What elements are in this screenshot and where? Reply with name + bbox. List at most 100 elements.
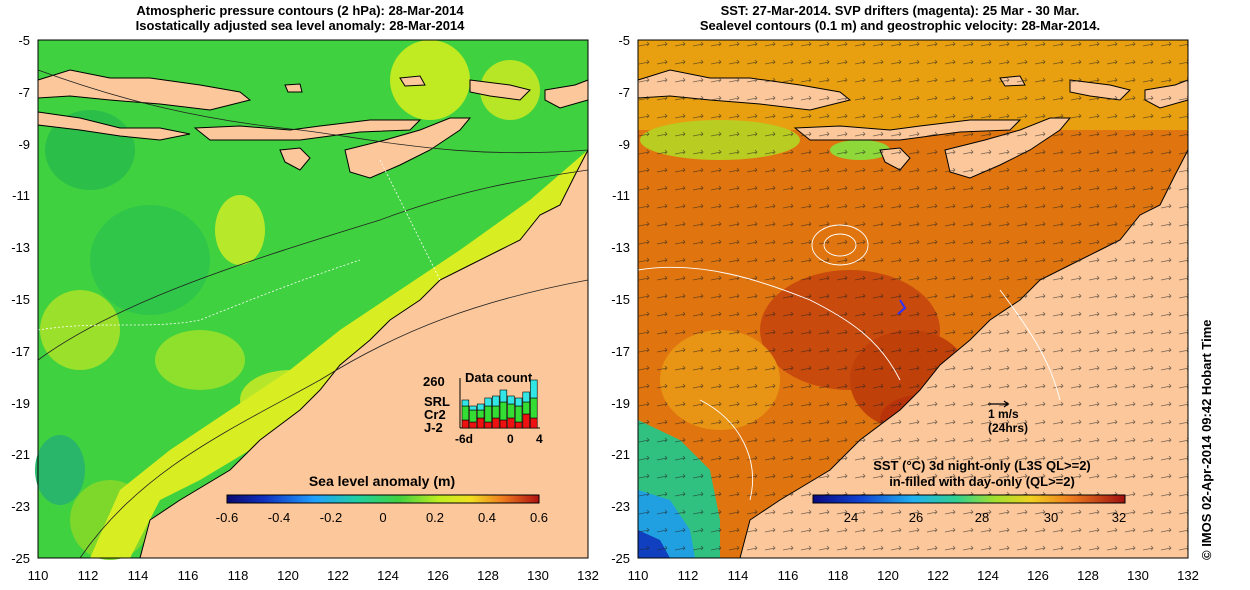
inset-bar [469,421,477,429]
lon-label: 114 [128,568,149,583]
inset-legend-j2: J-2 [424,420,443,435]
inset-bar [469,409,477,423]
lat-label: -17 [11,344,30,359]
sla-colorbar-tick: 0.6 [530,510,548,525]
lat-label: -23 [11,499,30,514]
sst-panel: SST: 27-Mar-2014. SVP drifters (magenta)… [600,0,1200,590]
sla-y-axis: -5 -7 -9 -11 -13 -15 -17 -19 -21 -23 -25 [11,33,30,566]
sst-velocity-field [638,40,1188,558]
lat-label: -11 [12,188,30,203]
lon-label: 126 [1027,568,1049,583]
sla-colorbar-tick: 0 [379,510,386,525]
sst-colorbar-tick: 26 [909,510,923,525]
sst-y-axis: -5 -7 -9 -11 -13 -15 -17 -19 -21 -23 -25 [611,33,630,566]
inset-bar [530,379,538,399]
sla-colorbar-gradient [226,494,540,504]
drifter-track [897,299,907,315]
sla-colorbar-tick: -0.2 [320,510,342,525]
lon-label: 116 [778,568,799,583]
lon-label: 112 [678,568,699,583]
lat-label: -5 [18,33,30,48]
inset-bar [469,405,477,411]
right-title-line2: Sealevel contours (0.1 m) and geostrophi… [699,18,1101,33]
inset-xlabel: 0 [507,432,514,446]
sst-map: -5 -7 -9 -11 -13 -15 -17 -19 -21 -23 -25… [611,33,1199,583]
velocity-scale: 1 m/s (24hrs) [988,400,1028,435]
sla-colorbar-tick: -0.4 [268,510,290,525]
inset-bar [476,409,485,419]
lon-label: 130 [1127,568,1149,583]
lat-label: -19 [611,396,630,411]
left-title-line2: Isostatically adjusted sea level anomaly… [135,18,465,33]
inset-bar [476,417,485,429]
sea-level-anomaly-panel: Atmospheric pressure contours (2 hPa): 2… [0,0,600,590]
inset-bar [514,405,523,423]
inset-bars [461,379,538,429]
lat-label: -13 [11,240,30,255]
sla-colorbar-tick: 0.4 [478,510,496,525]
lat-label: -9 [18,137,30,152]
scale-arrow-icon [988,400,1009,408]
sla-colorbar: Sea level anomaly (m) -0.6 -0.4 -0.2 0 0… [216,473,548,525]
inset-bar [461,399,470,407]
inset-bar [499,401,508,421]
lat-label: -15 [611,292,630,307]
imos-credit: © IMOS 02-Apr-2014 09:42 Hobart Time [1199,319,1214,560]
lon-label: 114 [728,568,749,583]
sst-colorbar-tick: 30 [1044,510,1058,525]
lon-label: 110 [28,568,49,583]
scale-sub: (24hrs) [988,421,1028,435]
sst-colorbar-tick: 28 [975,510,989,525]
lon-label: 120 [277,568,299,583]
inset-bar [514,397,523,407]
sla-map: -5 -7 -9 -11 -13 -15 -17 -19 -21 -23 -25… [11,33,599,583]
lat-label: -9 [618,137,630,152]
lon-label: 130 [527,568,549,583]
lat-label: -21 [11,447,30,462]
inset-bar [484,421,492,429]
inset-legend-cr2: Cr2 [424,407,446,422]
inset-bar [492,405,500,419]
inset-legend-srl: SRL [424,394,450,409]
lon-label: 122 [327,568,349,583]
sst-legend-line2: in-filled with day-only (QL>=2) [889,474,1075,489]
inset-bar [507,417,515,429]
inset-bar [484,397,492,407]
lon-label: 128 [1077,568,1099,583]
sst-frame [637,39,1189,559]
inset-max-label: 260 [423,374,445,389]
lat-label: -23 [611,499,630,514]
inset-bar [522,413,530,429]
sst-colorbar-tick: 24 [844,510,858,525]
inset-bar [492,395,500,407]
lat-label: -17 [611,344,630,359]
sla-colorbar-tick: 0.2 [426,510,444,525]
lat-label: -11 [612,188,630,203]
lon-label: 120 [877,568,899,583]
lat-label: -25 [11,551,30,566]
lon-label: 112 [78,568,99,583]
lat-label: -19 [11,396,30,411]
inset-bar [522,401,530,415]
lon-label: 124 [377,568,399,583]
sla-pressure-contours [37,69,589,559]
sla-frame [37,39,589,559]
inset-bar [507,395,515,405]
inset-bar [522,391,530,403]
lat-label: -15 [11,292,30,307]
inset-bar [484,405,492,423]
sst-x-axis: 110 112 114 116 118 120 122 124 126 128 … [628,568,1199,583]
lon-label: 132 [577,568,599,583]
data-count-inset: Data count 260 SRL Cr2 J-2 -6d 0 4 [423,370,543,446]
left-title: Atmospheric pressure contours (2 hPa): 2… [0,3,600,33]
right-title: SST: 27-Mar-2014. SVP drifters (magenta)… [600,3,1200,33]
lon-label: 118 [228,568,249,583]
inset-bar [530,417,538,429]
scale-label: 1 m/s [988,407,1019,421]
inset-title: Data count [465,370,533,385]
sla-colorbar-tick: -0.6 [216,510,238,525]
inset-xlabel: -6d [455,432,473,446]
inset-bar [492,417,500,429]
sst-colorbar-gradient [812,494,1126,504]
inset-bar [499,419,508,429]
